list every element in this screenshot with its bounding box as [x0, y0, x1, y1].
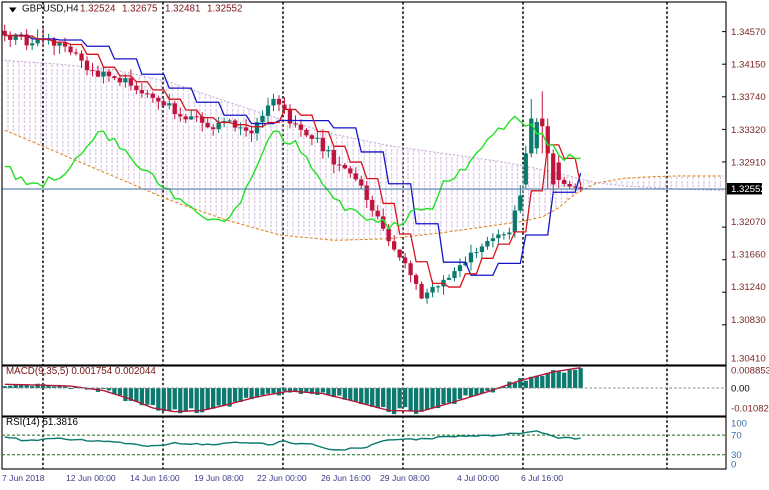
svg-text:1.32910: 1.32910: [731, 157, 766, 168]
svg-text:GBPUSD,H4: GBPUSD,H4: [22, 4, 79, 15]
svg-text:26 Jun 16:00: 26 Jun 16:00: [321, 473, 371, 483]
svg-text:RSI(14) 51.3816: RSI(14) 51.3816: [6, 417, 78, 428]
svg-text:1.31660: 1.31660: [731, 250, 766, 261]
svg-text:7 Jun 2018: 7 Jun 2018: [2, 473, 45, 483]
svg-text:1.32070: 1.32070: [731, 217, 766, 228]
svg-text:14 Jun 16:00: 14 Jun 16:00: [130, 473, 180, 483]
svg-text:12 Jun 00:00: 12 Jun 00:00: [66, 473, 116, 483]
svg-text:1.31240: 1.31240: [731, 282, 766, 293]
svg-text:1.33740: 1.33740: [731, 92, 766, 103]
svg-text:1.34570: 1.34570: [731, 27, 766, 38]
svg-text:100: 100: [731, 419, 747, 430]
svg-text:70: 70: [731, 431, 742, 442]
svg-text:4 Jul 00:00: 4 Jul 00:00: [457, 473, 499, 483]
svg-text:1.32675: 1.32675: [122, 4, 158, 15]
svg-text:0: 0: [731, 460, 736, 471]
svg-text:1.34150: 1.34150: [731, 60, 766, 71]
svg-text:22 Jun 00:00: 22 Jun 00:00: [257, 473, 307, 483]
svg-text:1.33320: 1.33320: [731, 125, 766, 136]
svg-text:MACD(9,35,5) 0.001754 0.002044: MACD(9,35,5) 0.001754 0.002044: [6, 366, 156, 377]
svg-text:1.32524: 1.32524: [80, 4, 116, 15]
svg-text:0.00: 0.00: [731, 384, 750, 395]
svg-text:1.30830: 1.30830: [731, 315, 766, 326]
svg-text:1.32552: 1.32552: [731, 184, 766, 195]
svg-text:19 Jun 08:00: 19 Jun 08:00: [194, 473, 244, 483]
svg-text:1.32481: 1.32481: [165, 4, 200, 15]
svg-text:1.30410: 1.30410: [731, 354, 766, 365]
svg-text:0.008853: 0.008853: [731, 366, 769, 377]
svg-text:6 Jul 16:00: 6 Jul 16:00: [521, 473, 563, 483]
svg-text:-0.010823: -0.010823: [731, 404, 769, 415]
svg-text:1.32552: 1.32552: [207, 4, 242, 15]
svg-text:29 Jun 08:00: 29 Jun 08:00: [380, 473, 430, 483]
